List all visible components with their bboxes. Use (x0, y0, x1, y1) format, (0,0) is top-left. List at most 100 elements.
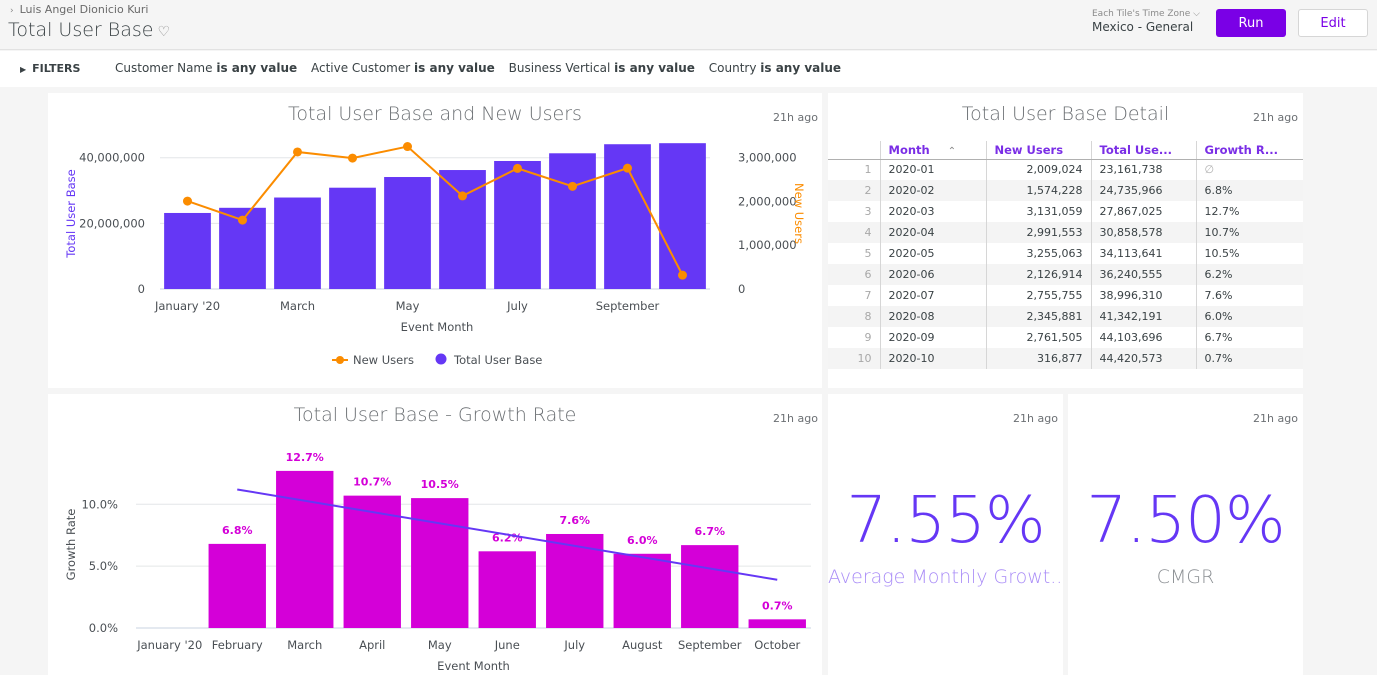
run-button[interactable]: Run (1216, 9, 1286, 37)
tile-title: Total User Base - Growth Rate (293, 404, 577, 426)
bar-growth-rate (411, 498, 469, 628)
row-index: 6 (828, 264, 880, 285)
y-tick-label: 0.0% (89, 621, 118, 635)
point-new-users (238, 215, 247, 225)
bar-growth-rate (546, 533, 604, 628)
breadcrumb[interactable]: › Luis Angel Dionicio Kuri (10, 3, 148, 16)
x-tick-label: July (563, 638, 585, 652)
cell-month: 2020-09 (879, 327, 986, 348)
table-row[interactable]: 6 2020-06 2,126,914 36,240,555 6.2% (828, 264, 1303, 285)
y-axis-label: Total User Base (64, 169, 78, 258)
legend-marker-total-user-base (435, 353, 447, 365)
x-tick-label: October (754, 638, 800, 652)
point-new-users (293, 147, 302, 157)
filter-business-vertical[interactable]: Business Vertical is any value (508, 61, 695, 75)
kpi-label: Average Monthly Growt... (828, 566, 1063, 588)
timezone-selector[interactable]: Each Tile's Time Zone ⌵ Mexico - General (1092, 9, 1200, 34)
table-row[interactable]: 3 2020-03 3,131,059 27,867,025 12.7% (828, 201, 1303, 222)
cell-month: 2020-06 (879, 264, 986, 285)
x-tick-label: September (596, 299, 660, 313)
y2-tick-label: 2,000,000 (738, 194, 797, 208)
x-axis-label: Event Month (401, 320, 474, 334)
bar-growth-rate (613, 553, 671, 628)
bar-growth-rate (208, 543, 266, 628)
table-row[interactable]: 4 2020-04 2,991,553 30,858,578 10.7% (828, 222, 1303, 243)
cell-new-users: 2,345,881 (985, 306, 1091, 327)
bar-total-user-base (329, 187, 376, 289)
filter-list: Customer Name is any value Active Custom… (115, 61, 851, 75)
x-tick-label: February (212, 638, 263, 652)
trendline (237, 488, 778, 581)
cell-total-users: 41,342,191 (1090, 306, 1196, 327)
cell-new-users: 2,991,553 (985, 222, 1091, 243)
data-label: 10.5% (421, 478, 459, 491)
cell-new-users: 2,755,755 (985, 285, 1091, 306)
tile-cmgr: 21h ago 7.50% CMGR (1068, 394, 1303, 675)
data-label: 7.6% (559, 514, 590, 527)
breadcrumb-folder[interactable]: Luis Angel Dionicio Kuri (19, 3, 149, 16)
data-label: 0.7% (762, 599, 793, 612)
header-new-users[interactable]: New Users (985, 141, 1091, 160)
data-label: 6.2% (492, 531, 523, 544)
point-new-users (183, 196, 192, 206)
filter-active-customer[interactable]: Active Customer is any value (310, 61, 495, 75)
table-row[interactable]: 8 2020-08 2,345,881 41,342,191 6.0% (828, 306, 1303, 327)
cell-month: 2020-02 (879, 180, 986, 201)
kpi-value: 7.55% (846, 484, 1045, 558)
tile-growth-rate: Total User Base - Growth Rate 21h ago 0.… (48, 394, 822, 675)
bar-growth-rate (478, 551, 536, 628)
cell-new-users: 2,761,505 (985, 327, 1091, 348)
x-axis-label: Event Month (437, 659, 510, 673)
header-total-users[interactable]: Total Use... (1090, 141, 1196, 160)
filters-toggle[interactable]: ▶ FILTERS (20, 62, 81, 75)
tile-age: 21h ago (1013, 412, 1058, 425)
row-index: 1 (864, 163, 872, 177)
y-tick-label: 10.0% (81, 497, 118, 511)
page-title-text: Total User Base (8, 19, 154, 41)
x-tick-label: March (280, 299, 315, 313)
bar-growth-rate (276, 470, 334, 628)
tile-age: 21h ago (1253, 111, 1298, 124)
x-tick-label: June (494, 638, 520, 652)
bar-growth-rate (748, 619, 806, 628)
filters-bar: ▶ FILTERS Customer Name is any value Acti… (0, 51, 1377, 87)
header-growth-rate[interactable]: Growth R... (1195, 141, 1303, 160)
timezone-value[interactable]: Mexico - General (1092, 20, 1194, 34)
row-index: 7 (864, 289, 872, 302)
cell-new-users: 2,009,024 (985, 159, 1091, 180)
y-axis-label: Growth Rate (64, 509, 78, 581)
cell-new-users: 3,255,063 (985, 243, 1091, 264)
filter-customer-name[interactable]: Customer Name is any value (115, 61, 298, 75)
x-tick-label: January '20 (154, 299, 220, 313)
data-label: 12.7% (286, 451, 324, 464)
table-row[interactable]: 9 2020-09 2,761,505 44,103,696 6.7% (828, 327, 1303, 348)
tile-total-user-base-detail: Total User Base Detail 21h ago Month ⌃ Ne… (828, 93, 1303, 388)
data-label: 6.8% (222, 524, 253, 537)
cell-growth-rate: 10.7% (1195, 222, 1303, 243)
point-new-users (623, 163, 632, 173)
data-label: 10.7% (353, 476, 391, 489)
x-tick-label: May (396, 299, 420, 313)
tile-avg-monthly-growth: 21h ago 7.55% Average Monthly Growt... (828, 394, 1063, 675)
legend-label-new-users: New Users (353, 353, 414, 367)
y2-tick-label: 0 (738, 282, 745, 296)
y-tick-label: 0 (138, 282, 145, 296)
table-row[interactable]: 7 2020-07 2,755,755 38,996,310 7.6% (828, 285, 1303, 306)
tile-age: 21h ago (1253, 412, 1298, 425)
edit-button[interactable]: Edit (1298, 9, 1368, 37)
caret-right-icon: ▶ (20, 65, 27, 74)
data-label: 6.0% (627, 534, 658, 547)
heart-icon[interactable]: ♡ (157, 24, 170, 40)
bar-total-user-base (274, 197, 321, 289)
header-month[interactable]: Month ⌃ (879, 141, 986, 160)
cell-month: 2020-04 (879, 222, 986, 243)
tile-title: Total User Base and New Users (288, 103, 582, 125)
bar-total-user-base (439, 170, 486, 289)
table-row[interactable]: 5 2020-05 3,255,063 34,113,641 10.5% (828, 243, 1303, 264)
filter-country[interactable]: Country is any value (708, 61, 842, 75)
table-row[interactable]: 1 2020-01 2,009,024 23,161,738 ∅ (828, 159, 1303, 180)
table-row[interactable]: 2 2020-02 1,574,228 24,735,966 6.8% (828, 180, 1303, 201)
table-row[interactable]: 10 2020-10 316,877 44,420,573 0.7% (828, 348, 1303, 369)
cell-total-users: 34,113,641 (1090, 243, 1196, 264)
row-index: 9 (864, 331, 872, 344)
